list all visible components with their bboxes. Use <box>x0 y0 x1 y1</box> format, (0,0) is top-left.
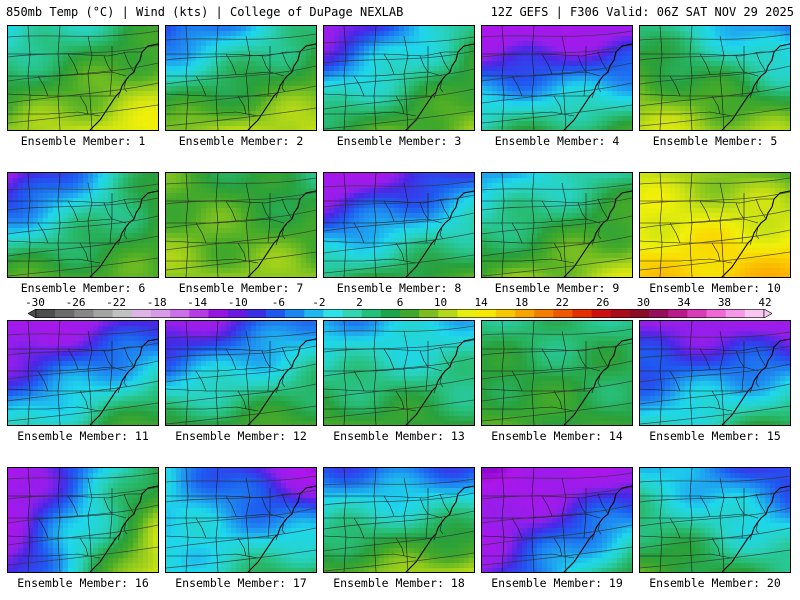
ensemble-map-panel <box>7 320 159 426</box>
map-title: 850mb Temp (°C) | Wind (kts) | College o… <box>6 5 404 19</box>
ensemble-map-panel <box>165 25 317 131</box>
ensemble-member-label: Ensemble Member: 19 <box>491 576 623 590</box>
ensemble-member-label: Ensemble Member: 15 <box>649 429 781 443</box>
temperature-map <box>8 468 158 572</box>
ensemble-map-panel <box>639 320 791 426</box>
ensemble-member-label: Ensemble Member: 20 <box>649 576 781 590</box>
colorbar-tick: 2 <box>356 296 363 309</box>
temperature-map <box>482 173 632 277</box>
ensemble-member-label: Ensemble Member: 1 <box>20 134 146 148</box>
ensemble-map-panel <box>323 320 475 426</box>
colorbar-tick: -10 <box>227 296 248 309</box>
ensemble-map-panel <box>639 25 791 131</box>
temperature-map <box>8 173 158 277</box>
ensemble-map-panel <box>639 467 791 573</box>
colorbar-tick: 26 <box>596 296 610 309</box>
colorbar-tick: 10 <box>433 296 448 309</box>
ensemble-member-label: Ensemble Member: 13 <box>333 429 465 443</box>
colorbar-tick: 14 <box>474 296 488 309</box>
temperature-map <box>482 321 632 425</box>
ensemble-map-panel <box>481 25 633 131</box>
ensemble-map-panel <box>165 320 317 426</box>
temperature-map <box>482 468 632 572</box>
ensemble-member-label: Ensemble Member: 10 <box>649 281 781 295</box>
ensemble-map-panel <box>323 25 475 131</box>
ensemble-map-panel <box>481 320 633 426</box>
colorbar-tick: 42 <box>758 296 772 309</box>
ensemble-member-label: Ensemble Member: 3 <box>336 134 462 148</box>
colorbar-tick: 22 <box>555 296 569 309</box>
colorbar-tick: -22 <box>106 296 127 309</box>
valid-time: 12Z GEFS | F306 Valid: 06Z SAT NOV 29 20… <box>490 5 794 19</box>
temperature-map <box>8 321 158 425</box>
ensemble-map-panel <box>639 172 791 278</box>
ensemble-member-label: Ensemble Member: 12 <box>175 429 307 443</box>
colorbar-tick: 34 <box>677 296 691 309</box>
ensemble-member-label: Ensemble Member: 14 <box>491 429 623 443</box>
temperature-map <box>166 468 316 572</box>
temperature-map <box>324 173 474 277</box>
ensemble-map-panel <box>323 467 475 573</box>
ensemble-member-label: Ensemble Member: 18 <box>333 576 465 590</box>
temperature-map <box>640 468 790 572</box>
ensemble-map-panel <box>323 172 475 278</box>
temperature-map <box>8 26 158 130</box>
ensemble-member-label: Ensemble Member: 4 <box>494 134 620 148</box>
temperature-map <box>324 26 474 130</box>
ensemble-member-label: Ensemble Member: 9 <box>494 281 620 295</box>
temperature-map <box>640 321 790 425</box>
ensemble-member-label: Ensemble Member: 8 <box>336 281 462 295</box>
ensemble-map-panel <box>165 172 317 278</box>
temperature-map <box>640 26 790 130</box>
ensemble-member-label: Ensemble Member: 2 <box>178 134 304 148</box>
temperature-map <box>324 321 474 425</box>
ensemble-member-label: Ensemble Member: 7 <box>178 281 304 295</box>
temperature-map <box>324 468 474 572</box>
colorbar-tick: -14 <box>187 296 208 309</box>
ensemble-member-label: Ensemble Member: 6 <box>20 281 146 295</box>
ensemble-member-label: Ensemble Member: 11 <box>17 429 149 443</box>
ensemble-member-label: Ensemble Member: 5 <box>652 134 778 148</box>
ensemble-map-panel <box>7 467 159 573</box>
temperature-map <box>166 321 316 425</box>
ensemble-map-panel <box>165 467 317 573</box>
ensemble-map-panel <box>7 172 159 278</box>
temperature-colorbar <box>28 309 772 318</box>
ensemble-member-label: Ensemble Member: 17 <box>175 576 307 590</box>
colorbar-tick: -26 <box>65 296 86 309</box>
temperature-map <box>166 26 316 130</box>
ensemble-map-panel <box>481 172 633 278</box>
temperature-map <box>640 173 790 277</box>
ensemble-member-label: Ensemble Member: 16 <box>17 576 149 590</box>
colorbar-tick: -18 <box>146 296 167 309</box>
colorbar-tick: 18 <box>515 296 529 309</box>
ensemble-map-panel <box>7 25 159 131</box>
colorbar-tick: -30 <box>25 296 45 309</box>
colorbar-tick: 6 <box>396 296 404 309</box>
ensemble-map-panel <box>481 467 633 573</box>
colorbar-tick: 30 <box>636 296 650 309</box>
temperature-map <box>166 173 316 277</box>
colorbar-tick: 38 <box>717 296 732 309</box>
colorbar-tick: -6 <box>271 296 285 309</box>
colorbar-tick: -2 <box>312 296 326 309</box>
temperature-map <box>482 26 632 130</box>
